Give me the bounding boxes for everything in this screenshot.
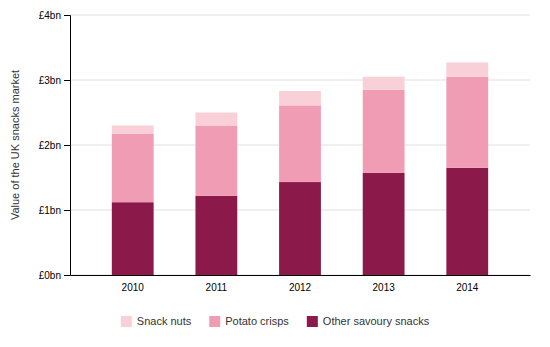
series xyxy=(112,168,488,275)
tick: £4bn xyxy=(39,10,70,21)
grid-line xyxy=(70,15,530,16)
bar xyxy=(446,62,488,76)
tick-label: 2013 xyxy=(373,282,396,293)
tick-label: £2bn xyxy=(39,140,61,151)
axis-line xyxy=(71,275,531,276)
legend-swatch xyxy=(307,316,318,327)
y-axis: £0bn £1bn £2bn £3bn £4bn xyxy=(39,10,71,281)
tick-mark xyxy=(64,15,70,16)
grid xyxy=(70,15,530,275)
bar xyxy=(112,126,154,134)
tick: £3bn xyxy=(39,75,70,86)
tick-mark xyxy=(64,275,70,276)
bars xyxy=(112,62,488,275)
tick-label: £4bn xyxy=(39,10,61,21)
bar xyxy=(446,77,488,168)
legend-label: Snack nuts xyxy=(137,315,192,327)
legend-swatch xyxy=(209,316,220,327)
legend-item: Other savoury snacks xyxy=(307,315,430,327)
bar xyxy=(279,91,321,105)
bar xyxy=(363,90,405,173)
tick: 2011 xyxy=(206,282,228,293)
bar xyxy=(112,134,154,202)
legend-item: Potato crisps xyxy=(209,315,289,327)
bar xyxy=(446,168,488,275)
bar xyxy=(363,77,405,90)
bar xyxy=(195,196,237,275)
tick-mark xyxy=(64,80,70,81)
x-axis: 2010 2011 2012 2013 2014 xyxy=(71,276,531,294)
series xyxy=(112,62,488,134)
tick-label: 2010 xyxy=(122,282,145,293)
legend: Snack nuts Potato crisps Other savoury sna… xyxy=(121,315,430,327)
bar xyxy=(363,173,405,275)
tick-mark xyxy=(64,210,70,211)
axis-line xyxy=(64,16,71,276)
tick: 2013 xyxy=(373,282,396,293)
series xyxy=(112,77,488,202)
tick-label: 2011 xyxy=(206,282,228,293)
tick-label: £1bn xyxy=(39,205,61,216)
bar xyxy=(112,202,154,275)
tick: 2012 xyxy=(289,282,312,293)
bar xyxy=(195,113,237,126)
tick: £1bn xyxy=(39,205,70,216)
tick: £0bn xyxy=(39,270,70,281)
tick-label: 2012 xyxy=(289,282,312,293)
bar xyxy=(279,105,321,182)
tick-label: £0bn xyxy=(39,270,61,281)
legend-swatch xyxy=(121,316,132,327)
plot: £0bn £1bn £2bn £3bn £4bn 2010 2011 2012 2013 2014 xyxy=(39,10,531,293)
chart: £0bn £1bn £2bn £3bn £4bn 2010 2011 2012 2013 2014… xyxy=(0,0,550,347)
tick: 2014 xyxy=(456,282,479,293)
tick: 2010 xyxy=(122,282,145,293)
legend-item: Snack nuts xyxy=(121,315,192,327)
tick-mark xyxy=(64,145,70,146)
y-axis-title: Value of the UK snacks market xyxy=(9,70,21,220)
bar xyxy=(279,182,321,275)
bar xyxy=(195,126,237,196)
tick-label: £3bn xyxy=(39,75,61,86)
legend-label: Potato crisps xyxy=(225,315,289,327)
tick-label: 2014 xyxy=(456,282,479,293)
tick: £2bn xyxy=(39,140,70,151)
legend-label: Other savoury snacks xyxy=(323,315,430,327)
